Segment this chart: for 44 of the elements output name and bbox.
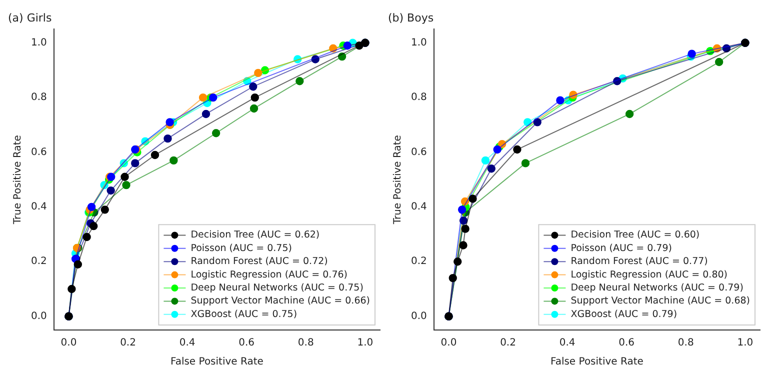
y-axis-title: True Positive Rate [12,135,24,226]
legend-label: Poisson (AUC = 0.75) [190,242,292,254]
legend-label: Support Vector Machine (AUC = 0.68) [570,296,750,307]
x-tick-label: 0.6 [238,338,255,349]
legend-label: Logistic Regression (AUC = 0.76) [190,269,348,280]
legend-label: Random Forest (AUC = 0.72) [190,256,328,268]
legend-label: Logistic Regression (AUC = 0.80) [570,269,728,280]
legend-label: XGBoost (AUC = 0.79) [570,308,678,320]
y-tick-label: 0.4 [410,202,427,213]
y-tick-label: 0.0 [410,310,427,322]
legend-label: Support Vector Machine (AUC = 0.66) [190,296,370,307]
y-tick-label: 0.2 [410,256,427,268]
y-tick-label: 1.0 [410,37,427,48]
legend-label: Decision Tree (AUC = 0.62) [190,230,320,241]
x-tick-label: 0.4 [179,338,196,349]
x-tick-label: 1.0 [737,338,754,349]
legend-label: Random Forest (AUC = 0.77) [570,256,708,268]
y-tick-label: 0.0 [30,310,47,322]
x-tick-label: 0.0 [440,338,457,349]
y-tick-label: 0.6 [30,146,47,158]
x-tick-label: 0.0 [60,338,77,349]
x-tick-label: 1.0 [357,338,374,349]
x-tick-label: 0.4 [559,338,576,349]
y-tick-label: 0.8 [30,92,47,104]
legend-label: Poisson (AUC = 0.79) [570,242,672,254]
y-axis-title: True Positive Rate [392,135,404,226]
x-tick-label: 0.6 [618,338,635,349]
y-tick-label: 1.0 [30,37,47,48]
x-tick-label: 0.2 [500,338,516,349]
legend-label: Decision Tree (AUC = 0.60) [570,230,700,241]
x-axis-title: False Positive Rate [170,356,264,368]
y-tick-label: 0.6 [410,146,427,158]
x-tick-label: 0.8 [678,338,694,349]
x-axis-title: False Positive Rate [550,356,644,368]
legend-label: XGBoost (AUC = 0.75) [190,308,298,320]
legend-label: Deep Neural Networks (AUC = 0.79) [570,282,744,294]
legend-label: Deep Neural Networks (AUC = 0.75) [190,282,364,294]
x-tick-label: 0.8 [298,338,314,349]
y-tick-label: 0.2 [30,256,47,268]
y-tick-label: 0.4 [30,202,47,213]
y-tick-label: 0.8 [410,92,427,104]
x-tick-label: 0.2 [120,338,136,349]
chart-title: (a) Girls [8,11,52,24]
chart-title: (b) Boys [388,11,434,24]
